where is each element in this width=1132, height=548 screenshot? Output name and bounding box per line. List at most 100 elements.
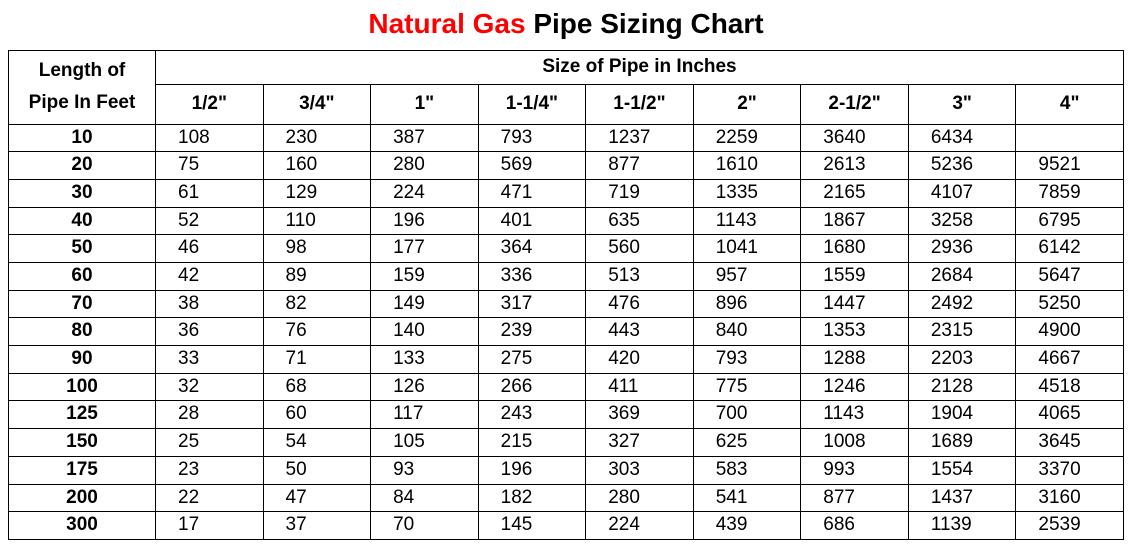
value-cell: 68 <box>263 373 371 401</box>
value-cell: 840 <box>693 318 801 346</box>
value-cell: 52 <box>156 207 264 235</box>
value-cell: 4518 <box>1016 373 1124 401</box>
value-cell: 1447 <box>801 290 909 318</box>
value-cell: 2492 <box>908 290 1016 318</box>
table-row: 903371133275420793128822034667 <box>9 346 1124 374</box>
value-cell: 2128 <box>908 373 1016 401</box>
chart-title: Natural Gas Pipe Sizing Chart <box>8 8 1124 40</box>
value-cell: 25 <box>156 429 264 457</box>
value-cell: 129 <box>263 179 371 207</box>
chart-title-rest: Pipe Sizing Chart <box>526 8 764 39</box>
value-cell: 32 <box>156 373 264 401</box>
value-cell: 76 <box>263 318 371 346</box>
value-cell: 7859 <box>1016 179 1124 207</box>
value-cell: 3258 <box>908 207 1016 235</box>
value-cell: 70 <box>371 512 479 540</box>
value-cell: 1559 <box>801 263 909 291</box>
column-header: 1-1/2" <box>586 84 694 124</box>
table-row: 20751602805698771610261352369521 <box>9 152 1124 180</box>
value-cell: 1904 <box>908 401 1016 429</box>
value-cell: 2203 <box>908 346 1016 374</box>
column-header: 1" <box>371 84 479 124</box>
column-header: 4" <box>1016 84 1124 124</box>
table-row: 1252860117243369700114319044065 <box>9 401 1124 429</box>
value-cell: 719 <box>586 179 694 207</box>
length-cell: 100 <box>9 373 156 401</box>
value-cell: 4667 <box>1016 346 1124 374</box>
column-header: 1-1/4" <box>478 84 586 124</box>
value-cell: 993 <box>801 456 909 484</box>
value-cell: 793 <box>693 346 801 374</box>
value-cell: 471 <box>478 179 586 207</box>
chart-title-accent: Natural Gas <box>368 8 525 39</box>
table-row: 803676140239443840135323154900 <box>9 318 1124 346</box>
value-cell: 98 <box>263 235 371 263</box>
length-cell: 10 <box>9 124 156 152</box>
value-cell: 6142 <box>1016 235 1124 263</box>
value-cell: 700 <box>693 401 801 429</box>
value-cell: 4065 <box>1016 401 1124 429</box>
length-cell: 50 <box>9 235 156 263</box>
value-cell: 569 <box>478 152 586 180</box>
column-header: 2-1/2" <box>801 84 909 124</box>
value-cell: 401 <box>478 207 586 235</box>
value-cell: 196 <box>478 456 586 484</box>
value-cell: 635 <box>586 207 694 235</box>
value-cell: 224 <box>586 512 694 540</box>
value-cell: 877 <box>586 152 694 180</box>
value-cell: 686 <box>801 512 909 540</box>
table-row: 20022478418228054187714373160 <box>9 484 1124 512</box>
table-header: Length of Pipe In Feet Size of Pipe in I… <box>9 51 1124 125</box>
value-cell: 117 <box>371 401 479 429</box>
value-cell: 60 <box>263 401 371 429</box>
value-cell: 1689 <box>908 429 1016 457</box>
value-cell: 327 <box>586 429 694 457</box>
length-cell: 60 <box>9 263 156 291</box>
value-cell: 364 <box>478 235 586 263</box>
value-cell: 1353 <box>801 318 909 346</box>
value-cell: 775 <box>693 373 801 401</box>
value-cell: 1237 <box>586 124 694 152</box>
table-row: 703882149317476896144724925250 <box>9 290 1124 318</box>
value-cell: 159 <box>371 263 479 291</box>
table-row: 40521101964016351143186732586795 <box>9 207 1124 235</box>
value-cell: 75 <box>156 152 264 180</box>
length-cell: 40 <box>9 207 156 235</box>
value-cell: 280 <box>586 484 694 512</box>
value-cell: 239 <box>478 318 586 346</box>
value-cell: 37 <box>263 512 371 540</box>
value-cell: 108 <box>156 124 264 152</box>
value-cell: 1288 <box>801 346 909 374</box>
column-header: 3" <box>908 84 1016 124</box>
value-cell: 369 <box>586 401 694 429</box>
table-row: 30611292244717191335216541077859 <box>9 179 1124 207</box>
value-cell <box>1016 124 1124 152</box>
value-cell: 2936 <box>908 235 1016 263</box>
value-cell: 71 <box>263 346 371 374</box>
value-cell: 2259 <box>693 124 801 152</box>
row-header-line2: Pipe In Feet <box>29 92 136 113</box>
value-cell: 896 <box>693 290 801 318</box>
value-cell: 1143 <box>693 207 801 235</box>
value-cell: 5647 <box>1016 263 1124 291</box>
value-cell: 1610 <box>693 152 801 180</box>
value-cell: 3160 <box>1016 484 1124 512</box>
value-cell: 1437 <box>908 484 1016 512</box>
length-cell: 200 <box>9 484 156 512</box>
value-cell: 17 <box>156 512 264 540</box>
header-row-2: 1/2"3/4"1"1-1/4"1-1/2"2"2-1/2"3"4" <box>9 84 1124 124</box>
value-cell: 3640 <box>801 124 909 152</box>
value-cell: 317 <box>478 290 586 318</box>
value-cell: 420 <box>586 346 694 374</box>
value-cell: 2539 <box>1016 512 1124 540</box>
value-cell: 4107 <box>908 179 1016 207</box>
value-cell: 411 <box>586 373 694 401</box>
value-cell: 61 <box>156 179 264 207</box>
value-cell: 877 <box>801 484 909 512</box>
length-cell: 90 <box>9 346 156 374</box>
column-header: 1/2" <box>156 84 264 124</box>
value-cell: 1139 <box>908 512 1016 540</box>
value-cell: 133 <box>371 346 479 374</box>
value-cell: 3370 <box>1016 456 1124 484</box>
value-cell: 4900 <box>1016 318 1124 346</box>
